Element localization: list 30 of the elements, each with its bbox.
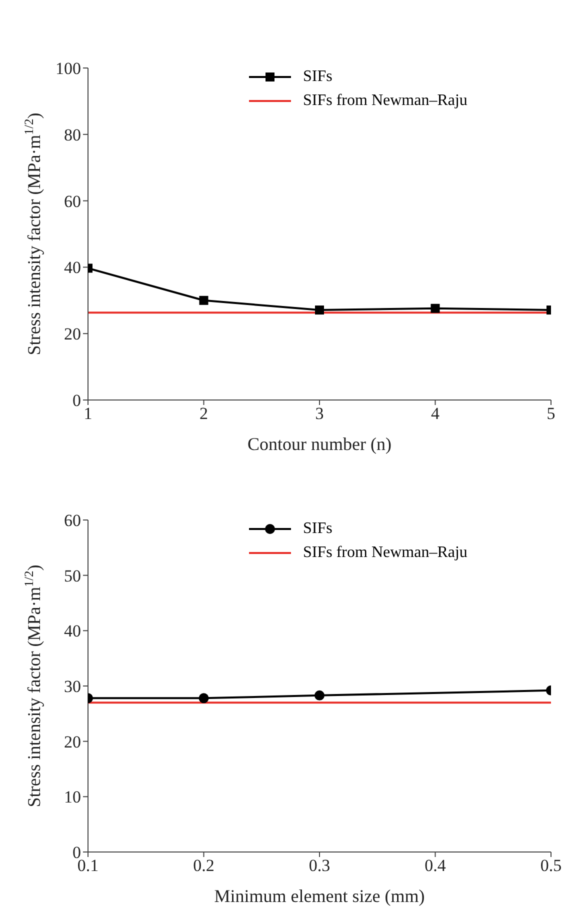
x-tick-label: 2 bbox=[200, 404, 208, 424]
x-tick-label: 0.2 bbox=[193, 856, 214, 876]
y-tick-label: 10 bbox=[64, 788, 81, 807]
y-tick-label: 40 bbox=[64, 258, 81, 278]
y-tick-label: 30 bbox=[64, 677, 81, 696]
x-axis-title: Minimum element size (mm) bbox=[214, 886, 425, 906]
y-tick-label: 80 bbox=[64, 125, 81, 144]
x-tick-label: 0.5 bbox=[540, 856, 562, 876]
point bbox=[315, 306, 324, 315]
point bbox=[430, 304, 440, 313]
legend-label: SIFs bbox=[303, 520, 332, 538]
legend-label: SIFs from Newman–Raju bbox=[303, 544, 468, 562]
y-tick-label: 50 bbox=[64, 566, 81, 586]
y-tick-label: 40 bbox=[64, 622, 81, 641]
y-tick-label: 60 bbox=[64, 192, 81, 211]
x-axis-title: Contour number (n) bbox=[248, 434, 392, 454]
x-tick-label: 4 bbox=[431, 404, 440, 424]
point bbox=[199, 296, 208, 305]
x-tick-label: 1 bbox=[84, 404, 92, 424]
y-tick-label: 20 bbox=[64, 732, 81, 752]
y-tick-label: 100 bbox=[56, 59, 81, 78]
x-tick-label: 0.3 bbox=[308, 856, 330, 876]
x-tick-label: 3 bbox=[315, 404, 324, 424]
x-tick-label: 5 bbox=[546, 404, 556, 424]
y-tick-label: 0 bbox=[72, 391, 81, 410]
x-tick-label: 0.4 bbox=[424, 856, 446, 876]
legend-label: SIFs from Newman–Raju bbox=[303, 92, 468, 110]
legend-label: SIFs bbox=[303, 68, 332, 86]
y-tick-label: 20 bbox=[64, 324, 81, 344]
y-tick-label: 60 bbox=[64, 511, 81, 530]
